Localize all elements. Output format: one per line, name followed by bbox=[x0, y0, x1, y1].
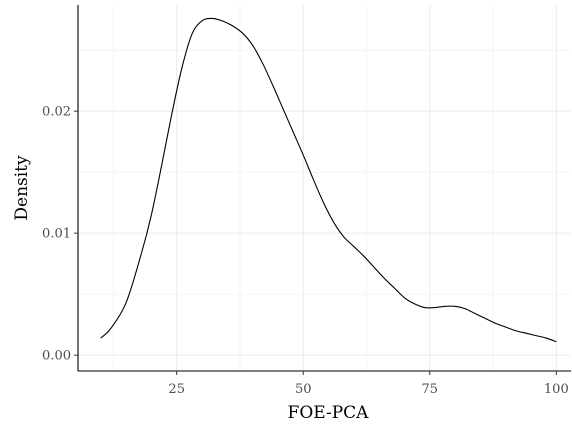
x-tick-label: 50 bbox=[295, 382, 312, 397]
major-gridlines bbox=[78, 5, 571, 371]
y-tick-label: 0.02 bbox=[42, 105, 71, 120]
ticks: 25 50 75 100 0.00 0.01 0.02 bbox=[42, 105, 569, 397]
y-tick-label: 0.00 bbox=[42, 349, 71, 364]
density-curve bbox=[100, 17, 557, 343]
y-axis-title: Density bbox=[12, 155, 32, 221]
y-tick-label: 0.01 bbox=[42, 227, 71, 242]
x-tick-label: 25 bbox=[168, 382, 185, 397]
axes bbox=[77, 5, 571, 372]
x-tick-label: 75 bbox=[422, 382, 439, 397]
x-tick-label: 100 bbox=[544, 382, 569, 397]
x-axis-title: FOE-PCA bbox=[288, 403, 370, 423]
density-series bbox=[100, 17, 557, 343]
